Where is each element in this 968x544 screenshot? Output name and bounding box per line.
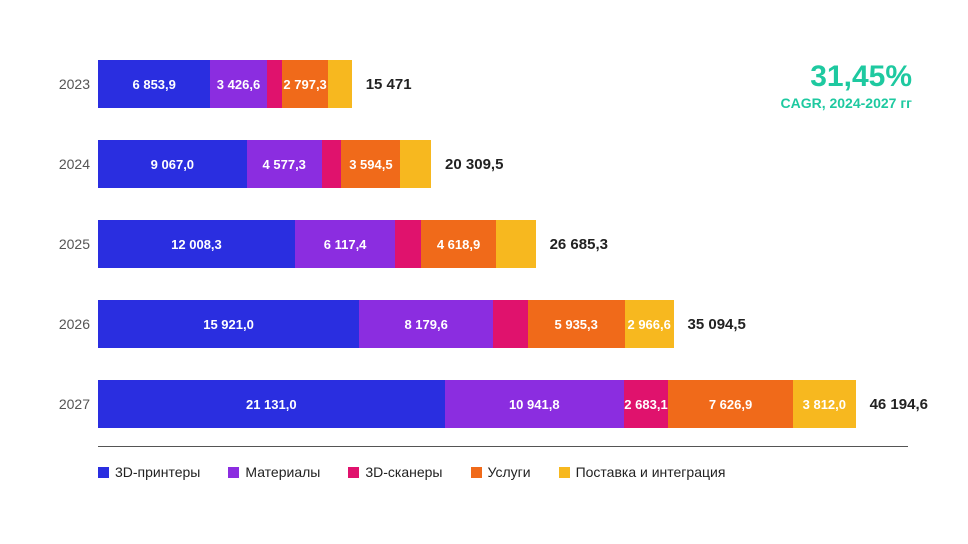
chart-container: 31,45% CAGR, 2024-2027 гг 20236 853,93 4… <box>0 0 968 544</box>
segment-value: 9 067,0 <box>151 157 194 172</box>
bar-segment-printers: 6 853,9 <box>98 60 210 108</box>
bar-segment-materials: 10 941,8 <box>445 380 624 428</box>
bar-row: 2023 6 853,9 3 426,6 2 797,3 15 471 <box>40 60 928 108</box>
segment-value: 2 966,6 <box>627 317 670 332</box>
segment-value: 7 626,9 <box>709 397 752 412</box>
bar-segment-delivery <box>400 140 431 188</box>
legend-label: Поставка и интеграция <box>576 464 726 480</box>
bar-row: 2026 15 921,0 8 179,6 5 935,3 2 966,6 35 094,… <box>40 300 928 348</box>
stacked-bar: 21 131,0 10 941,8 2 683,1 7 626,9 3 812,0 <box>98 380 856 428</box>
bar-segment-printers: 15 921,0 <box>98 300 359 348</box>
year-label: 2024 <box>40 156 98 172</box>
legend-label: Услуги <box>488 464 531 480</box>
segment-value: 6 853,9 <box>133 77 176 92</box>
x-axis-line <box>98 446 908 448</box>
legend-item: 3D-сканеры <box>348 464 442 480</box>
bar-segment-services: 2 797,3 <box>282 60 328 108</box>
bar-row: 2027 21 131,0 10 941,8 2 683,1 7 626,9 3 812,… <box>40 380 928 428</box>
bar-segment-scanners: 2 683,1 <box>624 380 668 428</box>
legend-item: 3D-принтеры <box>98 464 200 480</box>
legend-swatch <box>228 467 239 478</box>
year-label: 2025 <box>40 236 98 252</box>
stacked-bar: 12 008,3 6 117,4 4 618,9 <box>98 220 536 268</box>
segment-value: 3 594,5 <box>349 157 392 172</box>
stacked-bar: 15 921,0 8 179,6 5 935,3 2 966,6 <box>98 300 674 348</box>
segment-value: 2 797,3 <box>283 77 326 92</box>
row-total: 26 685,3 <box>550 236 608 253</box>
segment-value: 2 683,1 <box>624 397 667 412</box>
year-label: 2026 <box>40 316 98 332</box>
bar-segment-scanners <box>322 140 342 188</box>
bar-segment-materials: 8 179,6 <box>359 300 493 348</box>
bar-segment-materials: 3 426,6 <box>210 60 266 108</box>
bar-segment-services: 4 618,9 <box>421 220 497 268</box>
segment-value: 8 179,6 <box>404 317 447 332</box>
legend-label: Материалы <box>245 464 320 480</box>
bar-segment-services: 7 626,9 <box>668 380 793 428</box>
row-total: 20 309,5 <box>445 156 503 173</box>
legend-swatch <box>471 467 482 478</box>
segment-value: 4 618,9 <box>437 237 480 252</box>
bar-row: 2024 9 067,0 4 577,3 3 594,5 20 309,5 <box>40 140 928 188</box>
legend-label: 3D-сканеры <box>365 464 442 480</box>
segment-value: 12 008,3 <box>171 237 222 252</box>
bar-segment-materials: 6 117,4 <box>295 220 395 268</box>
stacked-bar: 6 853,9 3 426,6 2 797,3 <box>98 60 352 108</box>
row-total: 35 094,5 <box>688 316 746 333</box>
bar-segment-scanners <box>395 220 420 268</box>
year-label: 2023 <box>40 76 98 92</box>
legend-swatch <box>559 467 570 478</box>
stacked-bar: 9 067,0 4 577,3 3 594,5 <box>98 140 431 188</box>
bar-segment-printers: 9 067,0 <box>98 140 247 188</box>
bar-row: 2025 12 008,3 6 117,4 4 618,9 26 685,3 <box>40 220 928 268</box>
bar-rows: 20236 853,93 426,62 797,315 47120249 067… <box>40 60 928 428</box>
segment-value: 3 426,6 <box>217 77 260 92</box>
row-total: 46 194,6 <box>870 396 928 413</box>
segment-value: 5 935,3 <box>555 317 598 332</box>
bar-segment-scanners <box>267 60 283 108</box>
legend: 3D-принтеры Материалы 3D-сканеры Услуги Пост… <box>98 464 928 480</box>
segment-value: 4 577,3 <box>263 157 306 172</box>
bar-segment-services: 3 594,5 <box>341 140 400 188</box>
segment-value: 3 812,0 <box>803 397 846 412</box>
segment-value: 21 131,0 <box>246 397 297 412</box>
year-label: 2027 <box>40 396 98 412</box>
row-total: 15 471 <box>366 76 412 93</box>
bar-segment-scanners <box>493 300 527 348</box>
bar-segment-materials: 4 577,3 <box>247 140 322 188</box>
bar-segment-delivery: 3 812,0 <box>793 380 856 428</box>
bar-segment-delivery: 2 966,6 <box>625 300 674 348</box>
legend-label: 3D-принтеры <box>115 464 200 480</box>
legend-swatch <box>348 467 359 478</box>
legend-item: Услуги <box>471 464 531 480</box>
bar-segment-printers: 21 131,0 <box>98 380 445 428</box>
bar-segment-printers: 12 008,3 <box>98 220 295 268</box>
segment-value: 10 941,8 <box>509 397 560 412</box>
legend-swatch <box>98 467 109 478</box>
segment-value: 6 117,4 <box>324 237 367 252</box>
legend-item: Поставка и интеграция <box>559 464 726 480</box>
bar-segment-delivery <box>496 220 535 268</box>
segment-value: 15 921,0 <box>203 317 254 332</box>
bar-segment-services: 5 935,3 <box>528 300 625 348</box>
legend-item: Материалы <box>228 464 320 480</box>
bar-segment-delivery <box>328 60 352 108</box>
